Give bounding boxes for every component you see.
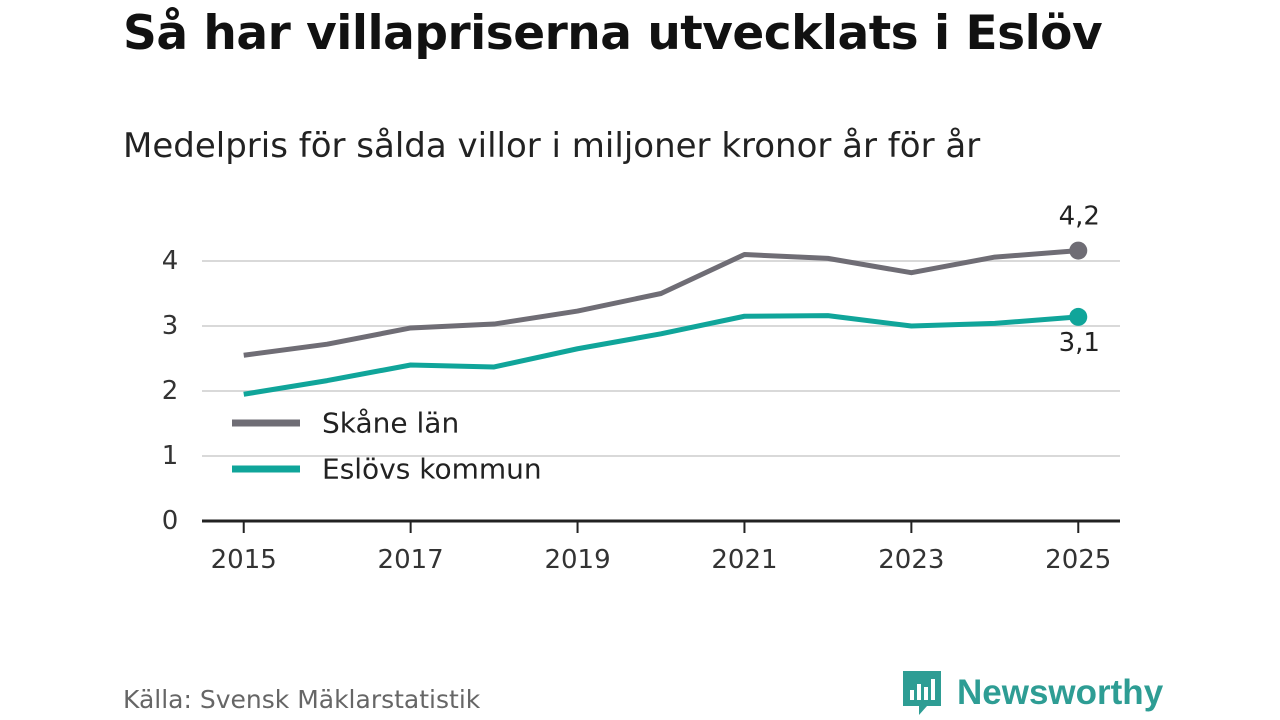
chart-subtitle: Medelpris för sålda villor i miljoner kr… bbox=[123, 126, 981, 166]
brand-logo: Newsworthy bbox=[901, 669, 1163, 717]
series-end-marker bbox=[1069, 241, 1088, 260]
x-tick-label: 2025 bbox=[1045, 545, 1111, 575]
y-tick-label: 4 bbox=[162, 246, 179, 276]
y-tick-label: 0 bbox=[162, 506, 179, 536]
y-tick-label: 2 bbox=[162, 376, 179, 406]
x-tick-label: 2021 bbox=[711, 545, 777, 575]
series-lines: 4,2 3,1 bbox=[243, 202, 1100, 397]
y-tick-label: 1 bbox=[162, 441, 179, 471]
x-tick-label: 2015 bbox=[211, 545, 277, 575]
newsworthy-logo-icon bbox=[903, 671, 941, 715]
legend-label: Skåne län bbox=[322, 407, 459, 440]
series-line-0 bbox=[243, 248, 1079, 358]
x-tick-label: 2019 bbox=[544, 545, 610, 575]
x-axis-ticks: 2015 2017 2019 2021 2023 2025 bbox=[211, 521, 1111, 575]
series-end-marker bbox=[1069, 307, 1088, 326]
series-line-1 bbox=[243, 313, 1079, 397]
legend-label: Eslövs kommun bbox=[322, 453, 542, 486]
legend: Skåne län Eslövs kommun bbox=[232, 407, 542, 486]
x-tick-label: 2023 bbox=[878, 545, 944, 575]
series-end-label: 4,2 bbox=[1059, 202, 1100, 232]
x-tick-label: 2017 bbox=[378, 545, 444, 575]
y-axis-ticks: 0 1 2 3 4 bbox=[162, 246, 179, 536]
source-note: Källa: Svensk Mäklarstatistik bbox=[123, 685, 481, 714]
chart-title: Så har villapriserna utvecklats i Eslöv bbox=[123, 6, 1103, 61]
y-tick-label: 3 bbox=[162, 311, 179, 341]
brand-name: Newsworthy bbox=[957, 673, 1164, 712]
series-end-label: 3,1 bbox=[1059, 328, 1100, 358]
